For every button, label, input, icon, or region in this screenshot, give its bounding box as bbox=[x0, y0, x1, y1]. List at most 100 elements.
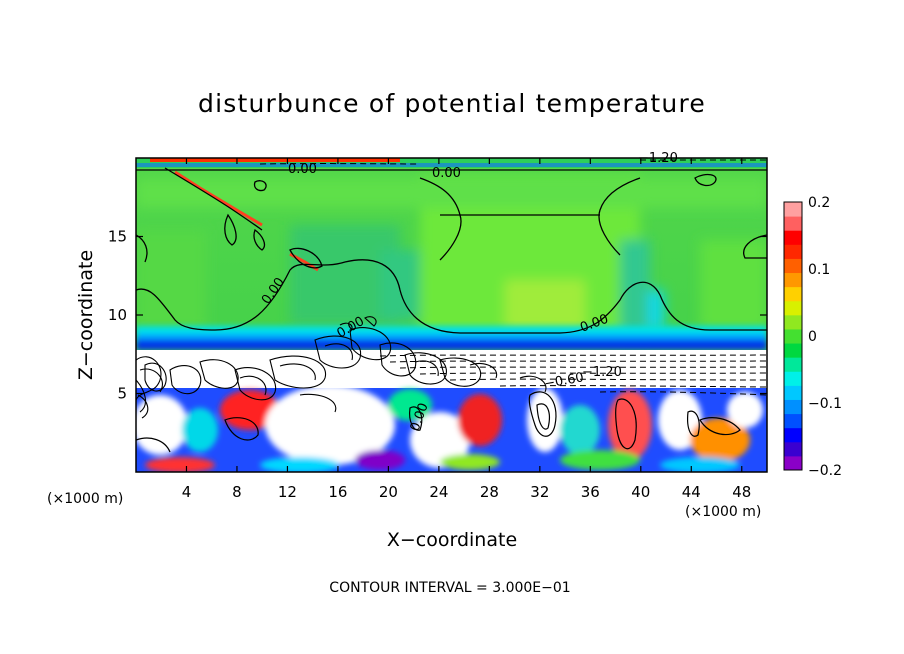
colorbar-tick-label: 0.2 bbox=[808, 195, 830, 211]
x-tick-label: 8 bbox=[232, 483, 242, 501]
contour-line bbox=[339, 322, 353, 333]
colorbar-segment bbox=[784, 371, 802, 386]
contour-label: 0.00 bbox=[432, 166, 461, 181]
contour-line bbox=[364, 316, 377, 327]
dashed-contour bbox=[599, 391, 767, 396]
x-tick-label: 48 bbox=[732, 483, 751, 501]
contour-line bbox=[349, 327, 392, 361]
field-blob bbox=[527, 388, 563, 452]
colorbar-segment bbox=[784, 258, 802, 274]
dashed-contour bbox=[389, 360, 767, 363]
contour-line bbox=[234, 367, 277, 401]
contour-line bbox=[687, 410, 700, 437]
upper-field-blobs bbox=[136, 175, 767, 340]
contour-line bbox=[136, 437, 171, 453]
dashed-contour bbox=[449, 378, 767, 381]
dashed-contour bbox=[499, 385, 767, 388]
contour-line bbox=[469, 362, 498, 379]
contour-line bbox=[169, 365, 202, 395]
heatmap-field bbox=[136, 158, 767, 472]
lower-field-blobs bbox=[136, 385, 763, 472]
colorbar-segment bbox=[784, 427, 802, 443]
field-blob bbox=[690, 418, 750, 462]
colorbar-segment bbox=[784, 357, 802, 372]
dashed-contours bbox=[259, 159, 767, 396]
contour-line bbox=[239, 375, 267, 396]
band-lightblue bbox=[136, 334, 767, 342]
colorbar-segment bbox=[784, 244, 802, 259]
x-tick-label: 20 bbox=[379, 483, 398, 501]
contour-line bbox=[694, 173, 717, 187]
contour-line bbox=[289, 247, 323, 269]
x-tick-label: 24 bbox=[429, 483, 448, 501]
band-blue bbox=[136, 340, 767, 350]
field-blob bbox=[648, 290, 664, 330]
y-axis-unit: (×1000 m) bbox=[685, 504, 761, 520]
colorbar-segment bbox=[784, 272, 802, 288]
field-blob bbox=[458, 394, 502, 446]
white-layer bbox=[136, 350, 767, 392]
contour-line bbox=[414, 360, 439, 377]
contour-label: 0.00 bbox=[288, 162, 317, 177]
turbulent-contours bbox=[136, 316, 547, 419]
contour-line bbox=[224, 417, 259, 441]
contour-line bbox=[144, 362, 167, 392]
x-tick-label: 44 bbox=[682, 483, 701, 501]
y-tick-label: 10 bbox=[108, 306, 127, 324]
contour-interval-note: CONTOUR INTERVAL = 3.000E−01 bbox=[329, 580, 570, 596]
x-tick-label: 32 bbox=[530, 483, 549, 501]
contour-line bbox=[137, 394, 149, 419]
x-tick-label: 4 bbox=[182, 483, 192, 501]
contour-line bbox=[269, 355, 327, 389]
field-blob bbox=[260, 457, 340, 472]
y-axis-ticks: 5 10 15 bbox=[108, 228, 767, 403]
contour-line bbox=[699, 417, 741, 436]
field-blob bbox=[727, 392, 763, 428]
red-streak bbox=[174, 170, 263, 227]
colorbar-tick-label: 0.1 bbox=[808, 262, 830, 278]
contour-line bbox=[528, 391, 557, 437]
field-blob bbox=[265, 385, 395, 465]
colorbar-tick-label: −0.1 bbox=[808, 396, 842, 412]
contour-line bbox=[536, 403, 550, 430]
colorbar-segment bbox=[784, 413, 802, 429]
field-blob bbox=[145, 457, 215, 472]
x-tick-label: 28 bbox=[480, 483, 499, 501]
colorbar-segment bbox=[784, 230, 802, 245]
contour-label: −0.60 bbox=[543, 370, 585, 392]
colorbar-segment bbox=[784, 385, 802, 400]
contour-line bbox=[253, 180, 267, 192]
colorbar-segment bbox=[784, 328, 802, 344]
contour-line bbox=[519, 375, 547, 393]
field-blob bbox=[620, 240, 650, 340]
field-blob bbox=[136, 395, 188, 455]
field-blob bbox=[608, 390, 652, 460]
field-blob bbox=[136, 230, 206, 330]
contour-lines bbox=[136, 167, 767, 334]
x-tick-label: 40 bbox=[631, 483, 650, 501]
colorbar-tick-label: 0 bbox=[808, 329, 817, 345]
colorbar-tick-label: −0.2 bbox=[808, 463, 842, 479]
colorbar-segment bbox=[784, 216, 802, 231]
contour-line bbox=[224, 213, 237, 246]
top-band-red bbox=[150, 158, 400, 162]
colorbar-segment bbox=[784, 202, 802, 217]
colorbar-segment bbox=[784, 399, 802, 415]
colorbar bbox=[783, 201, 803, 471]
contour-line bbox=[299, 393, 337, 413]
top-band-blue bbox=[136, 163, 767, 167]
x-axis-unit: (×1000 m) bbox=[47, 491, 123, 507]
colorbar-segment bbox=[784, 300, 802, 316]
dashed-contour bbox=[419, 372, 767, 375]
x-tick-label: 36 bbox=[581, 483, 600, 501]
colorbar-segment bbox=[784, 343, 802, 358]
x-axis-ticks: 4 8 12 16 20 24 28 32 36 40 44 48 bbox=[182, 158, 751, 501]
colorbar-frame bbox=[783, 201, 803, 471]
contour-line bbox=[279, 363, 316, 381]
x-axis-title: X−coordinate bbox=[387, 529, 517, 551]
field-blob bbox=[355, 450, 405, 470]
contour-line bbox=[136, 259, 767, 334]
contour-line bbox=[136, 379, 147, 413]
contour-line bbox=[409, 406, 423, 431]
